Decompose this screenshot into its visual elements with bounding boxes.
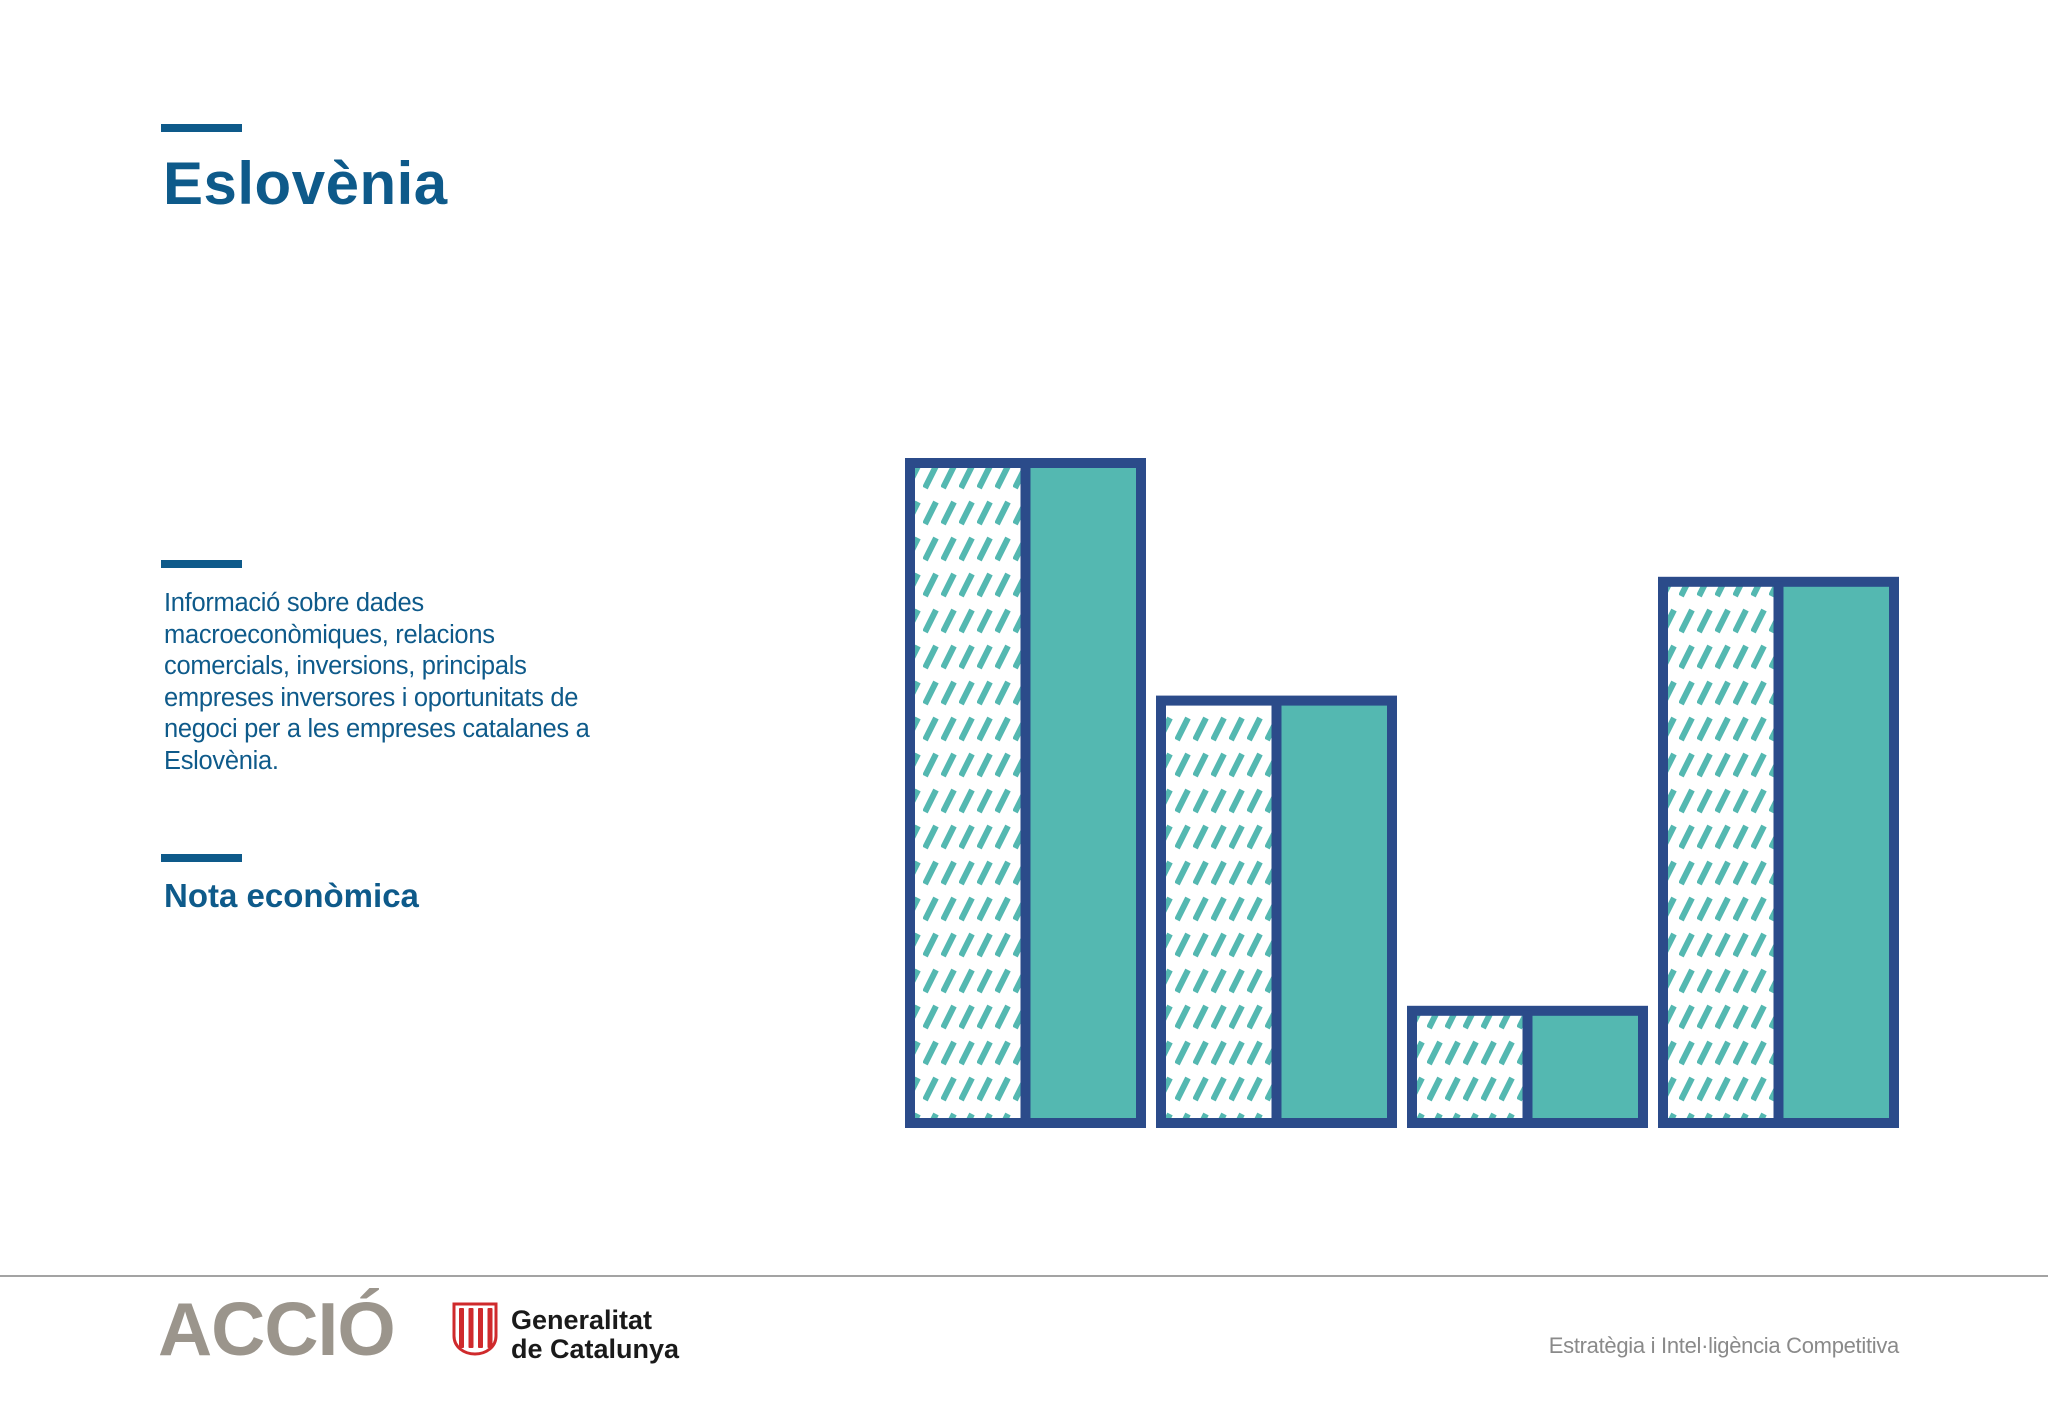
intro-accent-rule xyxy=(161,560,242,568)
intro-description: Informació sobre dades macroeconòmiques,… xyxy=(164,589,590,775)
illustration-bar-solid-half xyxy=(1527,1010,1643,1123)
illustration-bar xyxy=(905,458,1146,1128)
senyera-stripe xyxy=(478,1308,483,1348)
footer-tagline: Estratègia i Intel·ligència Competitiva xyxy=(1548,1333,1900,1358)
accio-logo: ACCIÓ xyxy=(158,1287,396,1371)
senyera-stripe xyxy=(487,1308,493,1348)
illustration-bar-solid-half xyxy=(1276,700,1392,1123)
illustration-bar-hatched-half xyxy=(1161,700,1277,1123)
decorative-bar-chart-icon xyxy=(905,458,1899,1129)
footer-divider xyxy=(0,1275,2048,1277)
illustration-bar-hatched-half xyxy=(1663,581,1779,1123)
generalitat-logo-text: Generalitat de Catalunya xyxy=(511,1306,679,1364)
title-accent-rule xyxy=(161,124,242,132)
subtitle-accent-rule xyxy=(161,854,242,862)
document-type-label: Nota econòmica xyxy=(164,877,419,914)
senyera-stripe xyxy=(468,1308,474,1348)
generalitat-line-2: de Catalunya xyxy=(511,1334,680,1364)
senyera-stripe xyxy=(459,1308,464,1348)
illustration-bar xyxy=(1407,1005,1648,1128)
senyera-shield-icon xyxy=(452,1302,498,1356)
generalitat-line-1: Generalitat xyxy=(511,1305,653,1335)
illustration-bar xyxy=(1658,576,1899,1129)
illustration-bar-hatched-half xyxy=(910,463,1026,1123)
illustration-bar-solid-half xyxy=(1025,463,1141,1123)
illustration-bar-solid-half xyxy=(1778,581,1894,1123)
page-title: Eslovènia xyxy=(163,150,448,217)
illustration-bar-hatched-half xyxy=(1412,1010,1528,1123)
illustration-bar xyxy=(1156,695,1397,1128)
